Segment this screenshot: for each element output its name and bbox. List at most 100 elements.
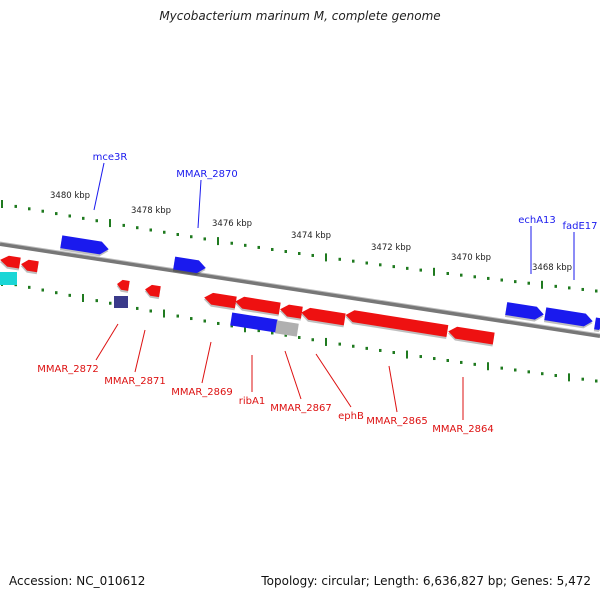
gene-edge-reverse-2 bbox=[20, 259, 39, 275]
accession-label: Accession: NC_010612 bbox=[9, 574, 146, 588]
gene-mce3r-body bbox=[60, 235, 109, 255]
gene-mmar-2872 bbox=[116, 279, 130, 293]
outer-tick bbox=[446, 271, 449, 275]
gene-label-reverse: ribA1 bbox=[239, 396, 265, 407]
outer-tick bbox=[271, 247, 274, 251]
gene-mmar-2864 bbox=[447, 326, 495, 347]
gene-echa13 bbox=[504, 302, 544, 322]
gene-ephb bbox=[300, 307, 346, 328]
inner-tick-major bbox=[244, 324, 246, 333]
gene-edge-reverse-body bbox=[0, 255, 21, 269]
gene-fade17 bbox=[543, 307, 593, 329]
gene-mmar-2870-body bbox=[173, 256, 206, 274]
inner-tick bbox=[149, 309, 152, 313]
inner-tick bbox=[136, 306, 139, 310]
inner-tick bbox=[595, 379, 598, 383]
outer-tick bbox=[514, 280, 517, 284]
gene-mmar-2871 bbox=[144, 284, 161, 300]
inner-tick bbox=[433, 357, 436, 361]
outer-tick bbox=[176, 233, 179, 237]
gene-label-reverse: MMAR_2869 bbox=[171, 387, 233, 398]
gene-mmar-2871-body bbox=[145, 284, 161, 298]
gene-edge-reverse bbox=[0, 255, 21, 271]
gene-label-reverse: MMAR_2864 bbox=[432, 424, 494, 435]
gene-mce3r bbox=[59, 235, 109, 257]
label-leaders bbox=[93, 162, 575, 420]
genome-backbone bbox=[0, 242, 600, 338]
inner-tick bbox=[392, 351, 395, 355]
leader-reverse bbox=[201, 341, 212, 384]
inner-tick bbox=[473, 362, 476, 366]
ruler-label: 3478 kbp bbox=[131, 206, 171, 216]
gene-mmar-2867-body bbox=[280, 304, 303, 319]
gene-fade17-body bbox=[544, 307, 593, 327]
outer-tick bbox=[595, 289, 598, 293]
inner-tick bbox=[217, 321, 220, 325]
inner-tick bbox=[55, 291, 58, 295]
outer-tick bbox=[460, 273, 463, 277]
leader-reverse bbox=[284, 350, 302, 400]
outer-tick bbox=[392, 265, 395, 269]
outer-tick bbox=[284, 250, 287, 254]
inner-tick bbox=[581, 377, 584, 381]
gene-edge-cyan bbox=[0, 272, 17, 285]
outer-tick-major bbox=[541, 280, 543, 289]
gene-echa13-body bbox=[505, 302, 544, 320]
outer-tick bbox=[473, 275, 476, 279]
gene-mmar-2867 bbox=[279, 304, 303, 321]
inner-tick bbox=[419, 355, 422, 359]
outer-tick bbox=[14, 204, 17, 208]
inner-tick bbox=[554, 374, 557, 378]
gene-riba1-body bbox=[235, 296, 281, 315]
ruler-label: 3470 kbp bbox=[451, 253, 491, 263]
inner-tick bbox=[284, 333, 287, 337]
inner-tick bbox=[41, 288, 44, 292]
gene-mmar-2870 bbox=[172, 256, 206, 276]
genome-title: Mycobacterium marinum M, complete genome bbox=[159, 9, 441, 23]
outer-tick bbox=[365, 261, 368, 265]
outer-tick bbox=[55, 212, 58, 216]
outer-tick bbox=[82, 216, 85, 220]
ruler-label: 3474 kbp bbox=[291, 231, 331, 241]
outer-tick bbox=[406, 266, 409, 270]
gene-edge-forward bbox=[593, 317, 600, 333]
gene-ephb-body bbox=[301, 307, 346, 326]
gene-mmar-2865 bbox=[345, 310, 449, 339]
gene-riba1 bbox=[234, 296, 281, 317]
gene-label-forward: echA13 bbox=[518, 215, 556, 226]
outer-tick bbox=[379, 263, 382, 267]
inner-tick-major bbox=[487, 362, 489, 371]
gene-mmar-2864-body bbox=[448, 326, 495, 345]
gene-label-forward: MMAR_2870 bbox=[176, 169, 238, 180]
outer-tick bbox=[41, 209, 44, 213]
inner-tick bbox=[68, 293, 71, 297]
inner-tick bbox=[109, 301, 112, 305]
gene-features bbox=[0, 235, 600, 347]
gene-label-reverse: MMAR_2865 bbox=[366, 416, 428, 427]
outer-tick bbox=[28, 207, 31, 211]
outer-tick bbox=[68, 214, 71, 218]
leader-reverse bbox=[315, 353, 352, 408]
inner-tick bbox=[230, 324, 233, 328]
inner-tick bbox=[298, 336, 301, 339]
inner-tick bbox=[514, 368, 517, 372]
inner-tick-major bbox=[325, 337, 327, 346]
outer-tick-major bbox=[109, 219, 111, 228]
ruler-label: 3476 kbp bbox=[212, 219, 252, 229]
outer-tick bbox=[244, 243, 247, 247]
outer-tick bbox=[527, 281, 530, 285]
inner-tick-major bbox=[568, 373, 570, 382]
outer-tick-ring bbox=[1, 200, 598, 293]
inner-tick bbox=[446, 358, 449, 362]
outer-tick bbox=[487, 276, 490, 280]
inner-tick-ring bbox=[1, 278, 598, 383]
inner-tick bbox=[203, 319, 206, 323]
gene-edge-reverse-2-body bbox=[21, 259, 39, 273]
outer-tick bbox=[122, 223, 125, 227]
inner-tick bbox=[338, 342, 341, 346]
inner-tick bbox=[500, 366, 503, 370]
gene-label-forward: fadE17 bbox=[562, 221, 597, 232]
outer-tick bbox=[554, 284, 557, 288]
outer-tick bbox=[163, 230, 166, 234]
